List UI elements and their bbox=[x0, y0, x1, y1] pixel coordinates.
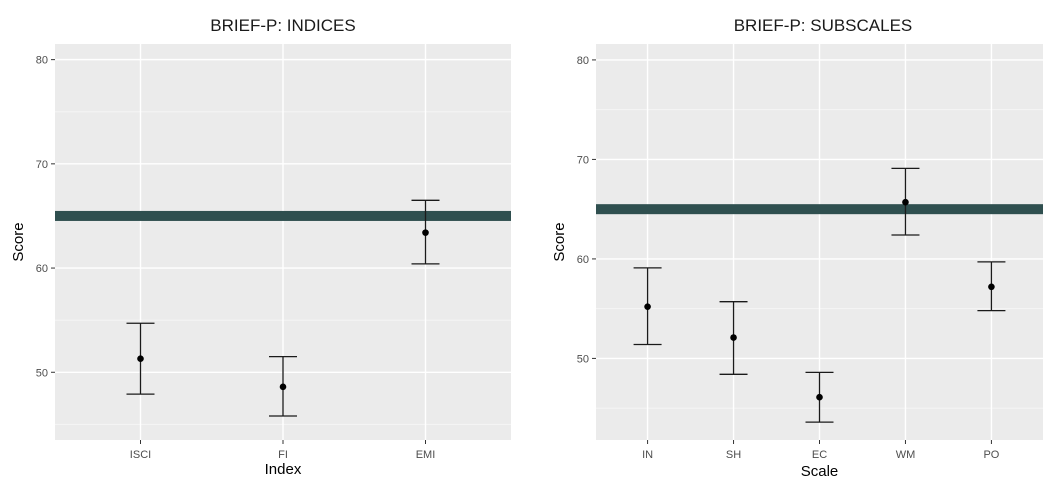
x-tick-label: SH bbox=[726, 449, 741, 461]
data-point-sh bbox=[730, 334, 737, 341]
errorbar-po bbox=[977, 261, 1006, 312]
data-point-emi bbox=[422, 229, 429, 236]
x-tick-label: WM bbox=[896, 449, 916, 461]
panel-1: 50 60 70 80 ISCI FI EMI BRIEF-P: INDICES Index Sc… bbox=[10, 16, 511, 478]
data-point-in bbox=[644, 303, 651, 310]
x-tick-label: IN bbox=[642, 449, 653, 461]
errorbar-wm bbox=[891, 167, 920, 236]
reference-line bbox=[596, 204, 1043, 215]
x-axis-label: Scale bbox=[801, 463, 839, 477]
errorbar-in bbox=[633, 267, 662, 346]
data-point-fi bbox=[279, 383, 287, 391]
y-tick-label: 70 bbox=[36, 159, 48, 171]
errorbar-ec bbox=[805, 371, 834, 423]
errorbar-isci bbox=[126, 322, 155, 395]
y-tick-label: 80 bbox=[577, 55, 589, 67]
x-tick-label: EC bbox=[812, 449, 827, 461]
errorbar-emi bbox=[411, 199, 440, 265]
x-tick-label: EMI bbox=[416, 449, 436, 461]
errorbar-fi bbox=[269, 355, 297, 417]
reference-line bbox=[55, 210, 511, 221]
y-tick-label: 60 bbox=[36, 263, 48, 275]
y-tick-label: 80 bbox=[36, 55, 48, 67]
y-tick-label: 50 bbox=[577, 353, 589, 365]
panel-2: 50 60 70 80 IN SH EC WM PO BRIEF-P: SUBSCALES Scal… bbox=[551, 16, 1043, 480]
y-axis-label: Score bbox=[551, 222, 568, 261]
x-axis-label: Index bbox=[265, 461, 302, 477]
data-point-ec bbox=[816, 393, 823, 401]
errorbar-sh bbox=[719, 301, 748, 375]
data-point-wm bbox=[902, 198, 909, 206]
y-tick-label: 70 bbox=[577, 154, 589, 166]
x-tick-label: FI bbox=[278, 449, 288, 461]
y-tick-label: 50 bbox=[36, 367, 48, 379]
data-point-po bbox=[988, 283, 995, 291]
y-tick-label: 60 bbox=[577, 254, 589, 266]
chart-title: BRIEF-P: SUBSCALES bbox=[734, 16, 913, 35]
y-axis-label: Score bbox=[10, 222, 27, 261]
x-tick-label: PO bbox=[983, 449, 999, 461]
data-point-isci bbox=[137, 355, 144, 363]
chart-title: BRIEF-P: INDICES bbox=[210, 16, 355, 35]
x-tick-label: ISCI bbox=[130, 449, 151, 461]
